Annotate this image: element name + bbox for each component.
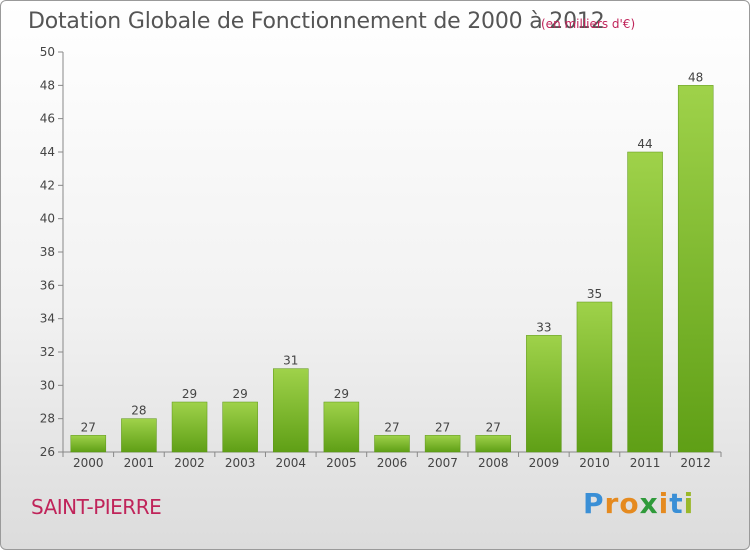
data-label-2006: 27 [384,420,399,434]
bar-2008[interactable] [475,435,511,453]
data-label-2004: 31 [283,354,298,368]
data-label-2007: 27 [435,420,450,434]
brand-letter: o [619,487,640,520]
axes: 26 28 30 32 34 36 38 40 42 44 46 48 50 2000 2001 2002 20… [40,45,722,470]
data-label-2009: 33 [536,320,551,334]
x-tick-label-2001: 2001 [124,456,155,470]
y-tick-label: 48 [40,78,55,92]
bars [70,85,714,453]
x-tick-label-2006: 2006 [377,456,408,470]
chart-subtitle: (en milliers d'€) [541,17,636,31]
x-tick-label-2010: 2010 [579,456,610,470]
x-tick-label-2003: 2003 [225,456,256,470]
bar-2002[interactable] [171,401,208,453]
y-tick-label: 30 [40,378,55,392]
y-tick-label: 34 [40,312,55,326]
y-tick-label: 46 [40,112,55,126]
bar-2000[interactable] [70,435,107,453]
chart-title: Dotation Globale de Fonctionnement de 20… [28,9,605,34]
data-label-2003: 29 [233,387,248,401]
bar-2009[interactable] [526,335,562,453]
y-tick-label: 36 [40,278,55,292]
x-tick-label-2008: 2008 [478,456,509,470]
bar-2010[interactable] [576,301,613,453]
data-label-2008: 27 [486,420,501,434]
x-tick-label-2007: 2007 [427,456,458,470]
data-label-2005: 29 [334,387,349,401]
x-tick-label-2000: 2000 [73,456,104,470]
brand-letter: i [683,487,695,520]
data-label-2011: 44 [637,137,652,151]
data-labels: 27 28 29 29 31 29 27 27 27 33 35 44 48 [81,70,704,434]
bar-2011[interactable] [627,151,663,453]
y-tick-label: 28 [40,412,55,426]
y-tick-label: 26 [40,445,55,459]
bar-2005[interactable] [323,401,360,453]
brand-letter: t [669,487,684,520]
bar-2006[interactable] [374,435,410,453]
data-label-2001: 28 [131,404,146,418]
location-name: SAINT-PIERRE [31,495,162,519]
y-tick-label: 32 [40,345,55,359]
data-label-2010: 35 [587,287,602,301]
x-tick-label-2009: 2009 [529,456,560,470]
y-tick-label: 42 [40,178,55,192]
bar-2003[interactable] [222,401,258,453]
bar-2004[interactable] [273,368,309,453]
bar-2001[interactable] [121,418,157,453]
brand-letter: r [604,487,620,520]
y-tick-label: 40 [40,212,55,226]
data-label-2000: 27 [81,420,96,434]
x-tick-label-2002: 2002 [174,456,205,470]
bar-2012[interactable] [677,85,714,453]
y-tick-label: 44 [40,145,55,159]
x-tick-label-2012: 2012 [680,456,711,470]
y-tick-label: 38 [40,245,55,259]
y-tick-label: 50 [40,45,55,59]
x-tick-label-2004: 2004 [275,456,306,470]
x-tick-label-2011: 2011 [630,456,661,470]
data-label-2002: 29 [182,387,197,401]
brand-logo[interactable]: Proxiti [583,487,694,520]
x-tick-label-2005: 2005 [326,456,357,470]
brand-letter: x [639,487,659,520]
brand-letter: P [583,487,605,520]
data-label-2012: 48 [688,70,703,84]
brand-letter: i [658,487,670,520]
bar-2007[interactable] [424,435,461,453]
